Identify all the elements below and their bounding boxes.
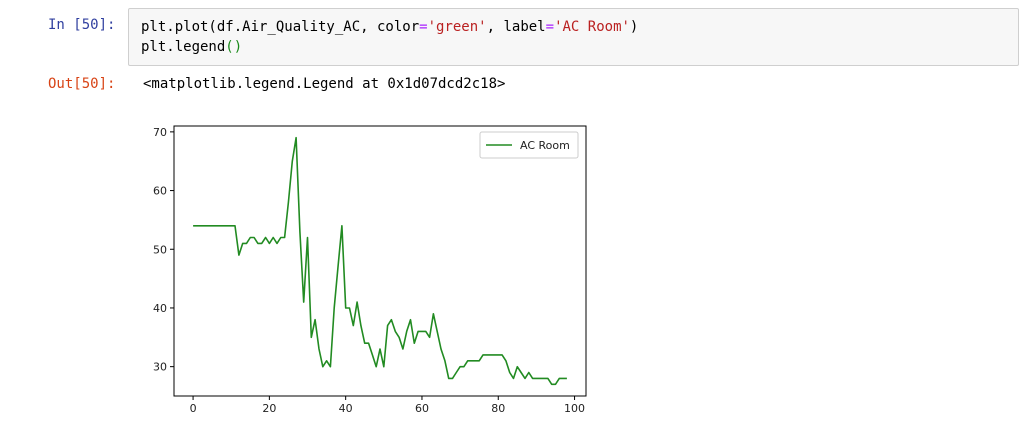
y-tick-label: 70 — [153, 126, 167, 139]
legend-label: AC Room — [520, 139, 570, 152]
y-tick-label: 60 — [153, 185, 167, 198]
code-string: 'green' — [427, 19, 487, 35]
code-token: , label — [486, 19, 546, 35]
x-tick-label: 80 — [491, 402, 505, 415]
y-tick-label: 40 — [153, 302, 167, 315]
y-tick-label: 30 — [153, 361, 167, 374]
code-token: ) — [629, 19, 639, 35]
code-input-area[interactable]: plt.plot(df.Air_Quality_AC, color='green… — [128, 8, 1019, 66]
code-line-2: plt.legend() — [141, 39, 242, 55]
output-prompt: Out[50]: — [48, 76, 116, 92]
code-operator: = — [545, 19, 555, 35]
x-tick-label: 20 — [262, 402, 276, 415]
series-line — [193, 136, 567, 386]
plot-layer: 0 20 40 60 80 100 30 40 50 60 70 AC Room — [153, 125, 587, 415]
code-string: 'AC Room' — [554, 19, 630, 35]
y-tick-label: 50 — [153, 243, 167, 256]
x-tick-label: 40 — [339, 402, 353, 415]
output-text: <matplotlib.legend.Legend at 0x1d07dcd2c… — [143, 76, 506, 92]
code-editor[interactable]: plt.plot(df.Air_Quality_AC, color='green… — [141, 17, 638, 57]
axes-frame — [173, 125, 587, 397]
code-operator: = — [419, 19, 428, 35]
x-tick-label: 60 — [415, 402, 429, 415]
line-chart: 0 20 40 60 80 100 30 40 50 60 70 AC Room — [153, 125, 587, 415]
x-tick-label: 0 — [190, 402, 197, 415]
code-token: plt.plot(df.Air_Quality_AC, color — [141, 19, 420, 35]
code-paren: () — [225, 39, 243, 55]
x-tick-label: 100 — [564, 402, 585, 415]
legend-box — [479, 131, 579, 159]
code-line-1: plt.plot(df.Air_Quality_AC, color='green… — [141, 19, 638, 35]
code-token: plt.legend — [141, 39, 226, 55]
input-prompt: In [50]: — [48, 17, 116, 33]
